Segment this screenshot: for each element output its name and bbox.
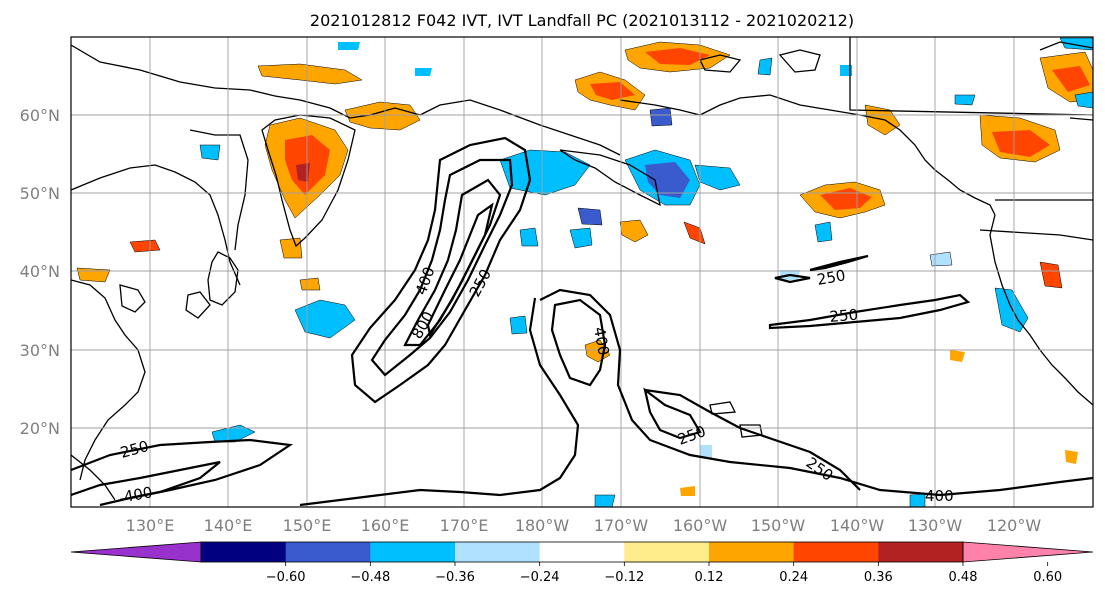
lon-label: 170°E [440,516,489,535]
lon-label: 160°W [673,516,728,535]
colorbar-bin [285,542,371,562]
map-panel: 400 800 250 250 250 400 250 250 250 400 … [70,36,1094,508]
lon-label: 180°W [515,516,570,535]
colorbar-tick-label: 0.48 [949,570,978,585]
contour-label: 400 [123,483,154,506]
lon-label: 150°E [283,516,332,535]
colorbar-tick-label: −0.60 [266,570,306,585]
colorbar-bin [624,542,710,562]
lon-label: 120°W [987,516,1042,535]
colorbar-outline [200,541,964,563]
map-frame [70,36,1094,508]
colorbar-tick-label: −0.24 [520,570,560,585]
lat-label: 50°N [20,184,60,203]
longitude-labels: 130°E 140°E 150°E 160°E 170°E 180°W 170°… [126,516,1042,535]
negative-pc-shading [199,37,1093,507]
contour-label: 400 [590,326,613,357]
lat-label: 40°N [20,262,60,281]
colorbar: −0.60 −0.48 −0.36 −0.24 −0.12 0.12 0.24 0.36 0.4… [70,541,1094,585]
lat-label: 30°N [20,341,60,360]
colorbar-bin [455,542,541,562]
contour-label: 400 [925,487,954,505]
lon-label: 170°W [594,516,649,535]
figure-title: 2021012812 F042 IVT, IVT Landfall PC (20… [310,11,854,30]
lon-label: 130°W [908,516,963,535]
lon-label: 140°E [204,516,253,535]
colorbar-bin [370,542,456,562]
colorbar-bin [201,542,287,562]
colorbar-tick-label: 0.60 [1033,570,1062,585]
contour-label: 250 [816,266,847,289]
lon-label: 160°E [361,516,410,535]
lon-label: 140°W [830,516,885,535]
colorbar-tick-label: 0.36 [864,570,893,585]
colorbar-tick-label: 0.24 [779,570,808,585]
colorbar-tick-label: −0.36 [435,570,475,585]
colorbar-bin [539,542,625,562]
contour-label: 250 [829,306,859,326]
lon-label: 130°E [126,516,175,535]
lat-label: 60°N [20,106,60,125]
lon-label: 150°W [751,516,806,535]
colorbar-tick-label: −0.48 [350,570,390,585]
colorbar-extend-low [70,541,202,563]
colorbar-bin [709,542,795,562]
colorbar-tick-label: 0.12 [695,570,724,585]
colorbar-extend-high [962,541,1094,563]
colorbar-bin [878,542,964,562]
positive-pc-shading [76,41,1093,496]
graticule [71,37,1093,507]
latitude-labels: 60°N 50°N 40°N 30°N 20°N [20,106,60,438]
colorbar-tick-label: −0.12 [604,570,644,585]
lat-label: 20°N [20,419,60,438]
ivt-contours [71,136,1093,507]
colorbar-bin [793,542,879,562]
